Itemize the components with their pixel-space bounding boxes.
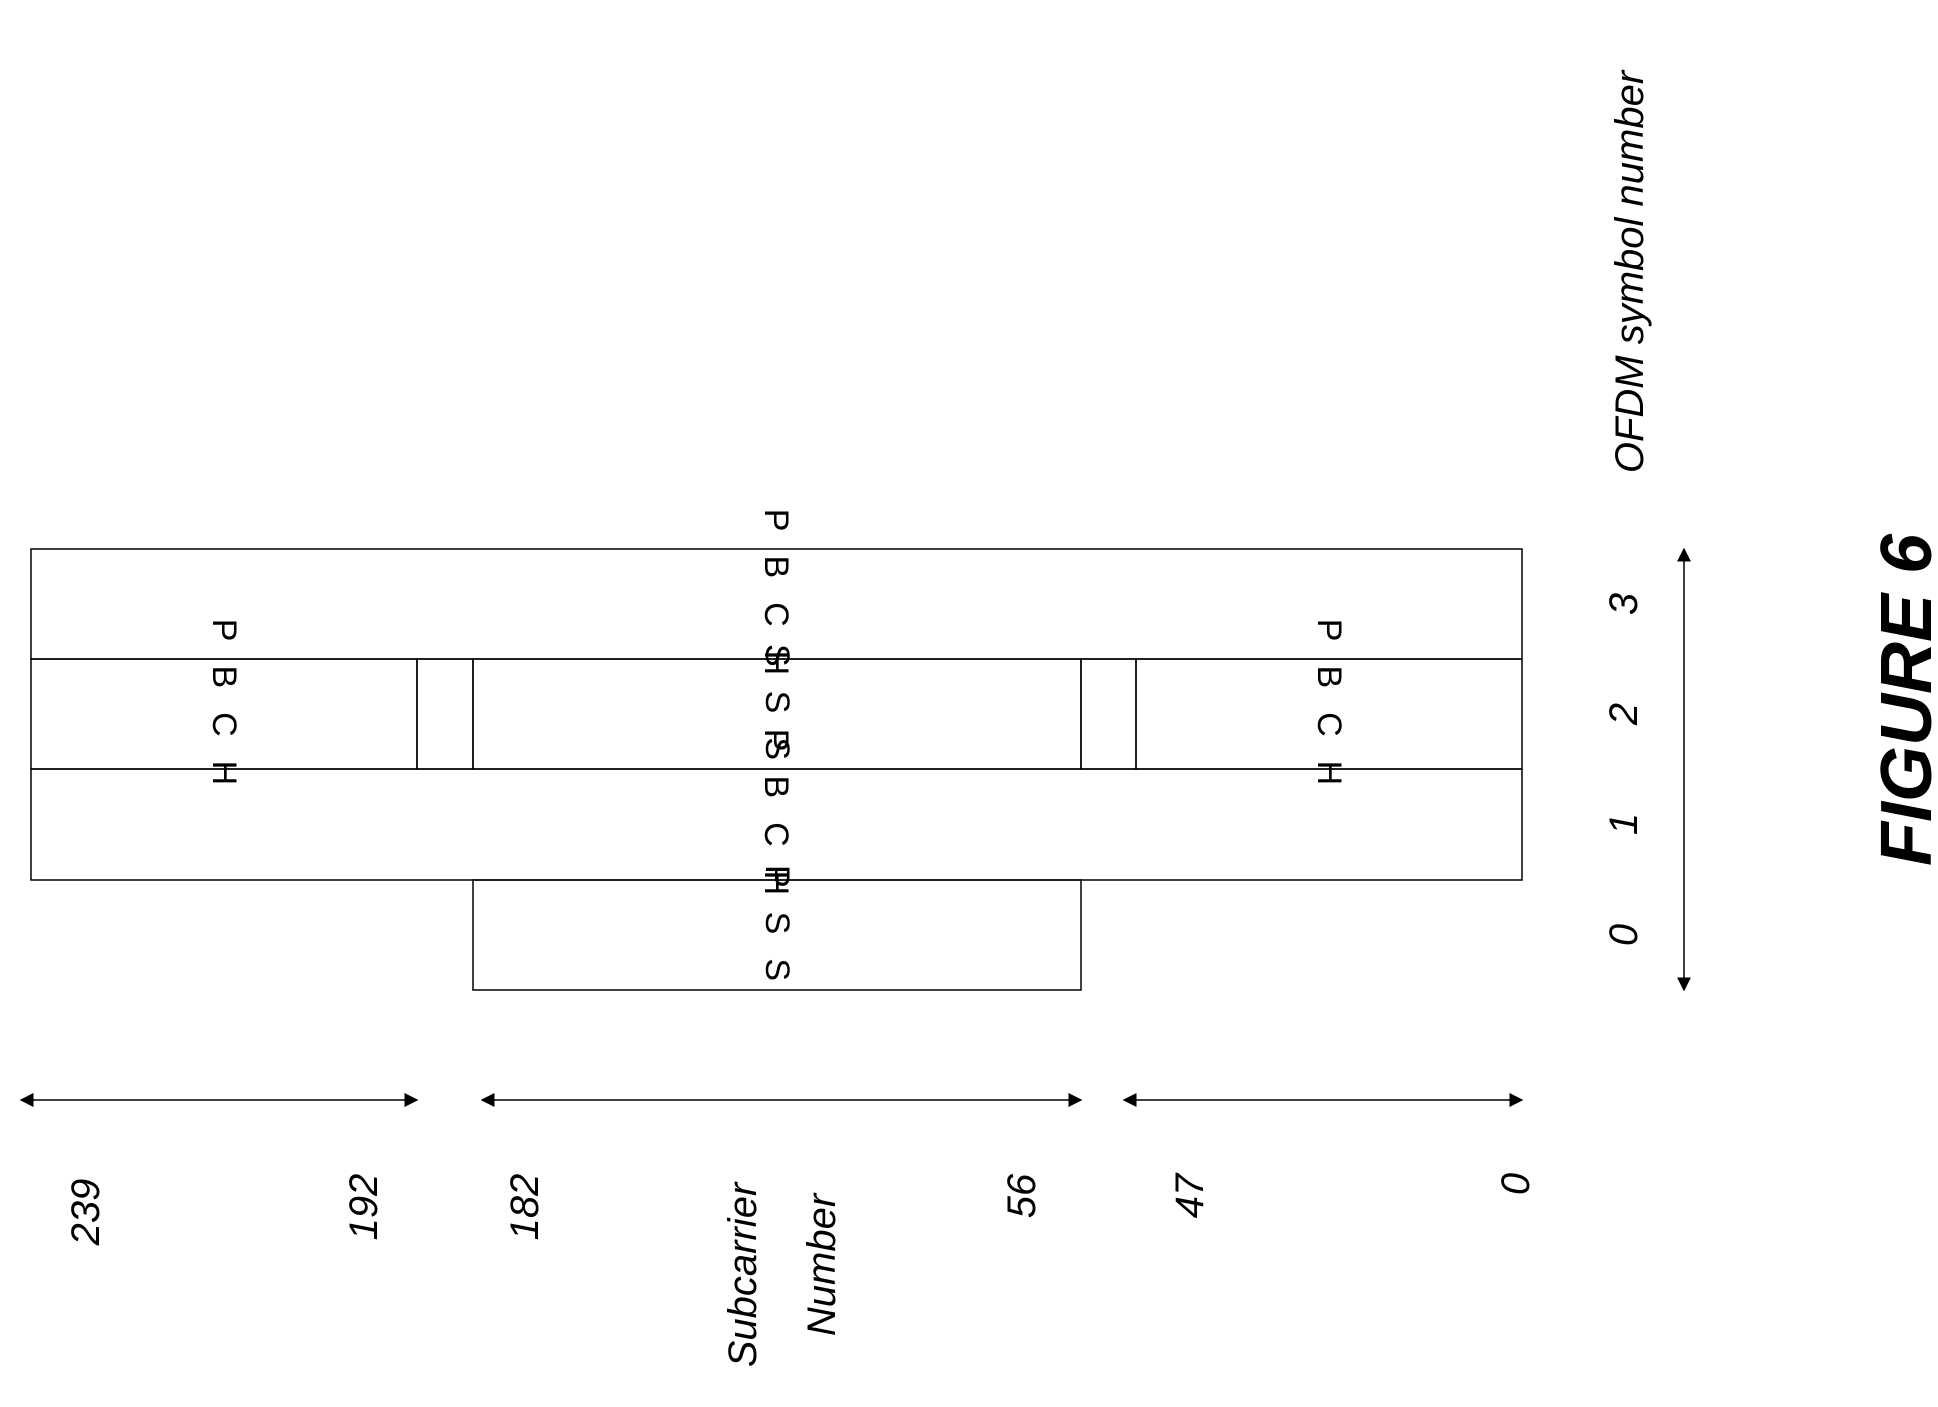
subcarrier-axis-label-line1: Subcarrier [721, 1181, 765, 1367]
subcarrier-axis-label-line2: Number [800, 1192, 844, 1336]
subcarrier-tick-182: 182 [503, 1174, 547, 1241]
ofdm-tick-2: 2 [1602, 703, 1646, 726]
ofdm-tick-1: 1 [1602, 813, 1646, 835]
pbch-label-symbol-3: PBCH [757, 509, 795, 699]
pss-block-symbol-0 [472, 879, 1082, 991]
sss-label-symbol-2: SSS [758, 644, 796, 784]
figure-caption: FIGURE 6 [1867, 533, 1938, 866]
subcarrier-tick-239: 239 [64, 1179, 108, 1247]
subcarrier-tick-47: 47 [1168, 1172, 1212, 1218]
subcarrier-tick-0: 0 [1494, 1173, 1538, 1195]
pbch-label-symbol-1: PBCH [757, 729, 795, 919]
pbch-label-symbol-2-upper: PBCH [205, 619, 243, 809]
ofdm-tick-0: 0 [1602, 924, 1646, 946]
subcarrier-tick-56: 56 [1000, 1173, 1044, 1218]
guard-block-symbol-2-upper [416, 658, 474, 770]
pss-label-symbol-0: PSS [758, 865, 796, 1005]
guard-block-symbol-2-lower [1080, 658, 1137, 770]
subcarrier-tick-192: 192 [342, 1174, 386, 1241]
pbch-label-symbol-2-lower: PBCH [1310, 619, 1348, 809]
ofdm-tick-3: 3 [1602, 593, 1646, 615]
ofdm-axis-label: OFDM symbol number [1608, 69, 1652, 473]
